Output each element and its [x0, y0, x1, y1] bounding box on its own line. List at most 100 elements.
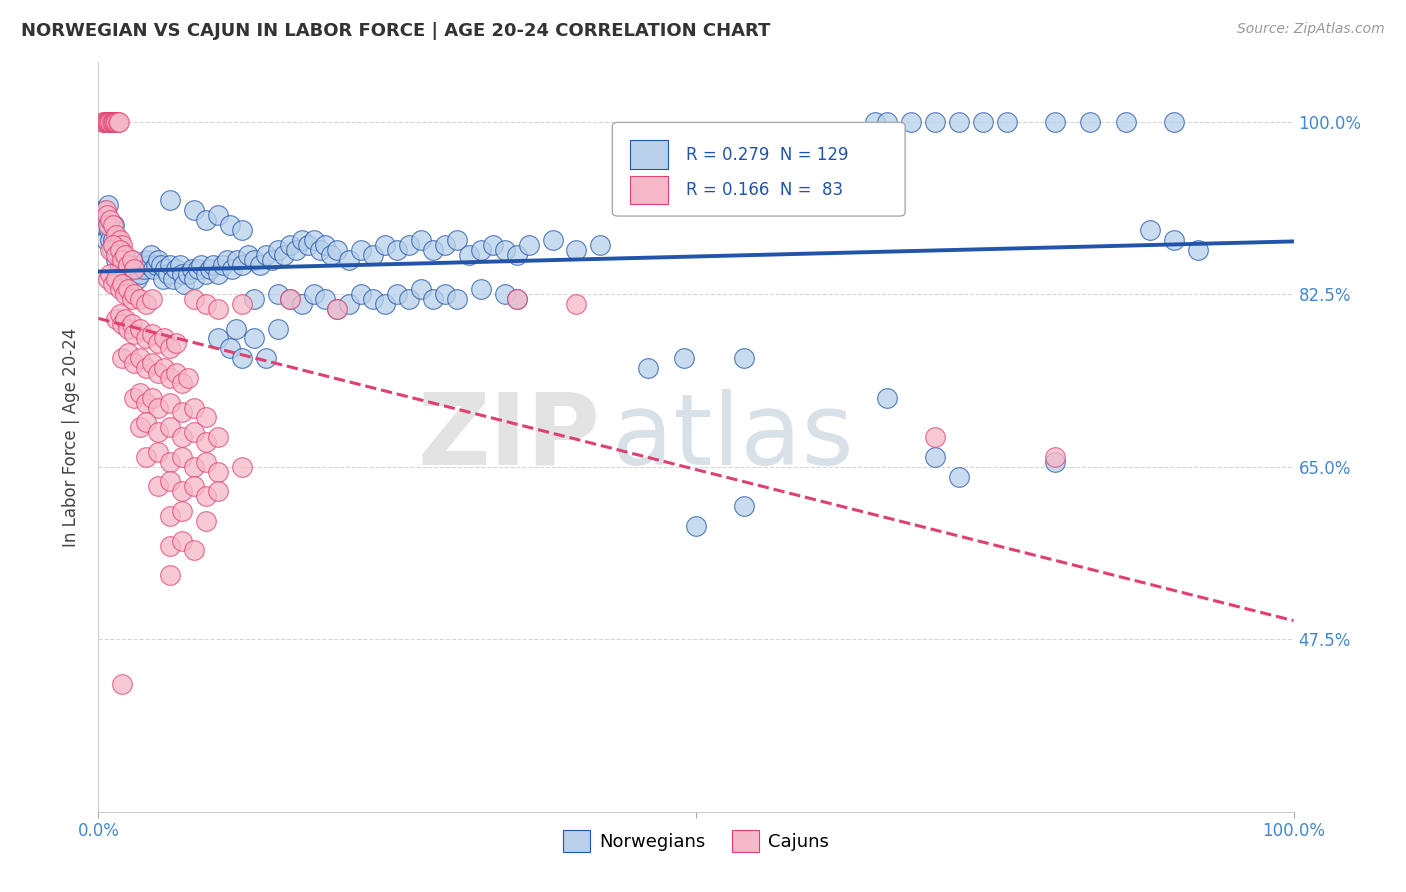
Point	[231, 297, 253, 311]
Point	[183, 479, 205, 493]
Point	[183, 401, 205, 415]
Point	[1043, 114, 1066, 128]
Point	[105, 114, 128, 128]
Point	[195, 410, 218, 425]
Point	[972, 114, 994, 128]
Point	[195, 297, 218, 311]
Point	[876, 114, 898, 128]
Point	[207, 268, 229, 282]
Point	[135, 361, 157, 376]
Point	[169, 258, 191, 272]
Point	[198, 262, 221, 277]
Point	[129, 292, 152, 306]
Point	[434, 237, 457, 252]
Point	[107, 114, 129, 128]
Point	[108, 282, 131, 296]
Point	[159, 508, 181, 523]
Point	[129, 351, 152, 366]
Point	[98, 243, 122, 257]
Point	[733, 351, 755, 366]
Point	[91, 114, 114, 128]
Point	[995, 114, 1018, 128]
Point	[172, 430, 194, 444]
Point	[165, 262, 187, 277]
Point	[876, 391, 898, 405]
Point	[98, 114, 122, 128]
Point	[637, 361, 659, 376]
Point	[105, 272, 128, 286]
Point	[195, 213, 218, 227]
Point	[267, 287, 290, 301]
Point	[108, 307, 131, 321]
Point	[172, 405, 194, 419]
Point	[207, 430, 229, 444]
Point	[243, 331, 266, 345]
Point	[172, 376, 194, 390]
Text: R = 0.279  N = 129: R = 0.279 N = 129	[686, 145, 849, 163]
Point	[172, 268, 194, 282]
Point	[107, 237, 129, 252]
Point	[142, 262, 165, 277]
Point	[517, 237, 540, 252]
Point	[470, 282, 492, 296]
Point	[422, 243, 444, 257]
Point	[165, 336, 187, 351]
Point	[207, 484, 229, 499]
Point	[183, 272, 205, 286]
Point	[111, 317, 134, 331]
Point	[129, 420, 152, 434]
Point	[278, 292, 301, 306]
Point	[117, 321, 139, 335]
Point	[363, 248, 385, 262]
Point	[924, 450, 946, 464]
Point	[111, 237, 134, 252]
Point	[97, 198, 120, 212]
Point	[91, 203, 114, 218]
Point	[673, 351, 696, 366]
Point	[120, 258, 142, 272]
Point	[1043, 450, 1066, 464]
Point	[177, 371, 200, 385]
Point	[363, 292, 385, 306]
Point	[315, 237, 337, 252]
Point	[139, 248, 162, 262]
Point	[159, 568, 181, 582]
Point	[97, 218, 120, 232]
Point	[121, 317, 143, 331]
Point	[195, 514, 218, 528]
Point	[291, 233, 314, 247]
Point	[231, 351, 253, 366]
Point	[321, 248, 343, 262]
Point	[115, 272, 138, 286]
Point	[291, 297, 314, 311]
Point	[260, 252, 283, 267]
Point	[339, 252, 361, 267]
Point	[411, 233, 433, 247]
Point	[105, 248, 128, 262]
Text: Source: ZipAtlas.com: Source: ZipAtlas.com	[1237, 22, 1385, 37]
Point	[132, 262, 155, 277]
Point	[159, 539, 181, 553]
Point	[398, 292, 420, 306]
Point	[231, 258, 253, 272]
Point	[236, 248, 259, 262]
Point	[124, 391, 146, 405]
Point	[141, 326, 163, 341]
Point	[190, 258, 212, 272]
Point	[96, 114, 118, 128]
Point	[135, 415, 157, 429]
Point	[127, 262, 149, 277]
Point	[948, 469, 970, 483]
Point	[100, 243, 122, 257]
Point	[249, 258, 271, 272]
Point	[195, 435, 218, 450]
Point	[165, 366, 187, 380]
Point	[326, 243, 349, 257]
Point	[114, 311, 136, 326]
Point	[108, 233, 131, 247]
Point	[98, 213, 122, 227]
Point	[374, 297, 396, 311]
Point	[101, 218, 124, 232]
Point	[96, 208, 118, 222]
Point	[93, 218, 115, 232]
